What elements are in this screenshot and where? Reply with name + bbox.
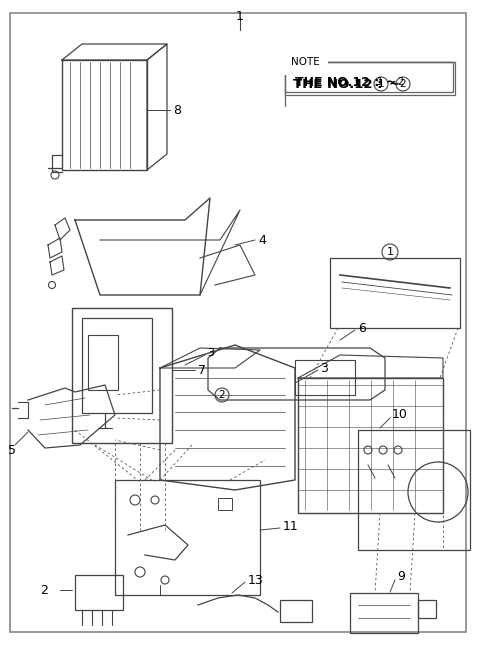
Bar — [75, 575, 123, 610]
Bar — [418, 600, 436, 618]
Bar — [285, 62, 453, 92]
Text: 6: 6 — [358, 321, 366, 334]
Bar — [88, 335, 118, 390]
Text: 7: 7 — [198, 364, 206, 376]
Bar — [358, 430, 470, 550]
Text: NOTE: NOTE — [293, 57, 322, 67]
Text: 1: 1 — [386, 247, 394, 257]
Bar — [280, 600, 312, 622]
Text: 1: 1 — [378, 79, 384, 89]
Bar — [62, 60, 147, 170]
Bar — [82, 318, 152, 413]
Text: 2: 2 — [40, 583, 48, 597]
Text: 1: 1 — [236, 10, 244, 23]
Text: 5: 5 — [8, 443, 16, 456]
Text: 11: 11 — [283, 520, 299, 533]
Bar — [350, 593, 418, 633]
Text: 8: 8 — [173, 104, 181, 117]
Bar — [295, 360, 355, 395]
Text: NOTE: NOTE — [291, 57, 320, 67]
Text: 13: 13 — [248, 573, 264, 586]
Bar — [218, 498, 232, 510]
Text: 3: 3 — [320, 362, 328, 375]
Text: 2: 2 — [219, 390, 225, 400]
Text: 3: 3 — [207, 348, 214, 358]
Bar — [72, 308, 172, 443]
Text: ~: ~ — [386, 76, 396, 89]
Bar — [115, 480, 260, 595]
Text: 2: 2 — [400, 79, 406, 89]
Bar — [285, 62, 455, 95]
Bar — [298, 378, 443, 513]
Text: 4: 4 — [258, 233, 266, 246]
Text: 1: 1 — [377, 77, 383, 87]
Text: THE NO.12 :: THE NO.12 : — [293, 78, 387, 91]
Text: ~: ~ — [389, 78, 400, 91]
Text: 10: 10 — [392, 408, 408, 421]
Text: 2: 2 — [397, 77, 403, 87]
Text: THE NO.12 :: THE NO.12 : — [295, 76, 384, 89]
Bar — [330, 258, 460, 328]
Text: 9: 9 — [397, 570, 405, 583]
